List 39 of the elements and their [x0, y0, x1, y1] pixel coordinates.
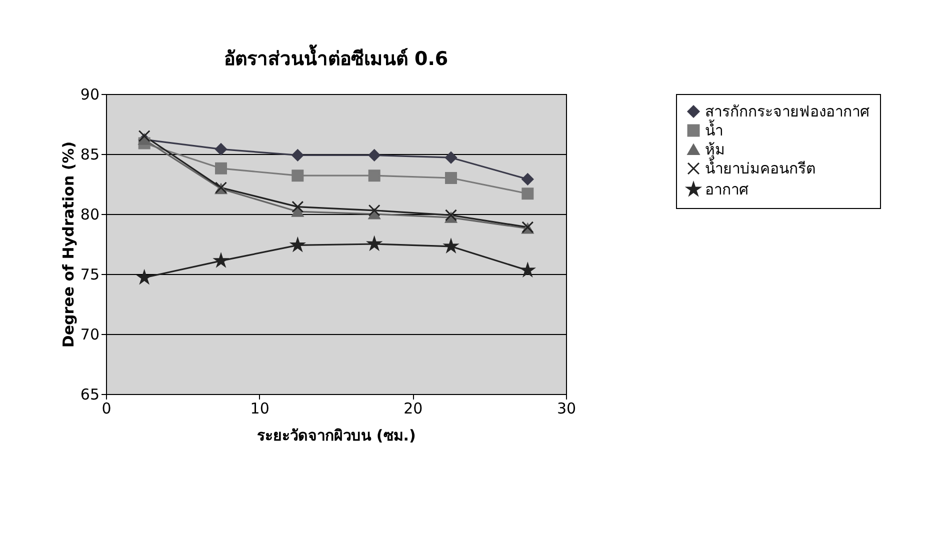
point	[138, 130, 150, 142]
y-tick-label: 90	[80, 86, 100, 104]
point	[138, 270, 152, 284]
point	[445, 172, 457, 184]
point	[214, 254, 228, 267]
point	[368, 204, 380, 216]
point	[522, 173, 534, 186]
legend-label: น้ำยาบ่มคอนกรีต	[705, 158, 816, 178]
legend-label: หุ้ม	[705, 140, 725, 160]
legend-label: สารกักกระจายฟองอากาศ	[705, 102, 870, 120]
point	[445, 152, 457, 164]
point	[292, 200, 304, 213]
x-tick-label: 0	[102, 400, 112, 418]
point	[292, 149, 304, 162]
point	[290, 238, 304, 252]
y-tick-label: 65	[80, 386, 100, 404]
x-tick-label: 20	[404, 400, 423, 418]
x-axis-title: ระยะวัดจากผิวบน (ซม.)	[257, 426, 416, 444]
point	[368, 236, 382, 250]
y-tick-label: 80	[80, 206, 100, 224]
point	[445, 209, 457, 222]
legend-label: อากาศ	[705, 180, 749, 198]
y-tick-label: 70	[80, 326, 100, 344]
point	[215, 143, 227, 156]
point	[522, 188, 534, 200]
point	[215, 162, 227, 174]
point	[292, 206, 304, 217]
point	[444, 239, 458, 252]
chart-title: อัตราส่วนน้ำต่อซีเมนต์ 0.6	[224, 44, 448, 70]
point	[520, 263, 534, 276]
point	[368, 170, 380, 182]
legend-label: น้ำ	[705, 120, 723, 140]
point	[368, 149, 380, 162]
x-tick-label: 30	[556, 400, 576, 418]
y-tick-label: 75	[80, 266, 100, 284]
point	[292, 170, 304, 182]
y-axis-title: Degree of Hydration (%)	[59, 141, 78, 348]
x-tick-label: 10	[250, 400, 270, 418]
y-tick-label: 85	[80, 146, 100, 164]
